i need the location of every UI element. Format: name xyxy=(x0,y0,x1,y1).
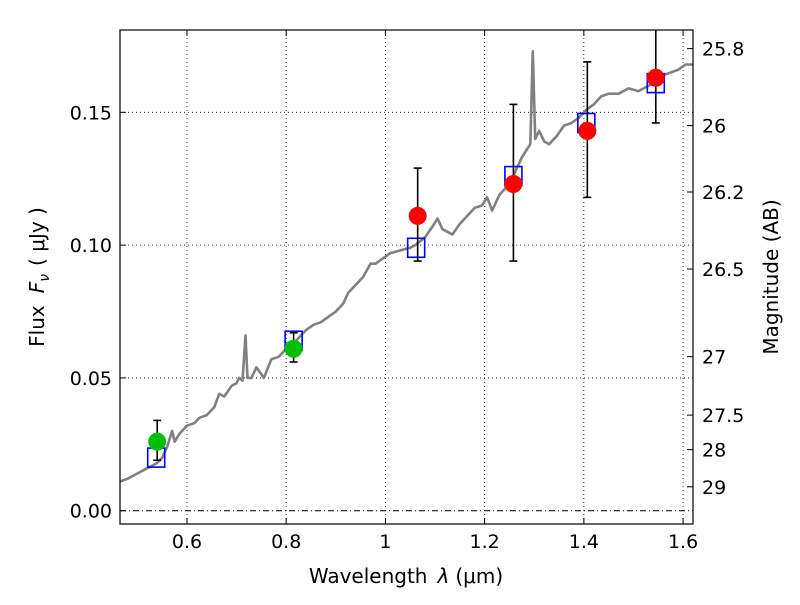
x-axis-label-unit: (μm) xyxy=(455,564,503,588)
model-spectrum-line xyxy=(120,49,693,483)
observed-point xyxy=(646,68,665,87)
x-axis-label-prefix: Wavelength xyxy=(309,564,428,588)
y-axis-label-unit: ( μJy ) xyxy=(25,207,49,266)
y2-axis-label: Magnitude (AB) xyxy=(759,199,783,354)
y-axis-label-symbol: F xyxy=(25,281,49,293)
y2-tick-label: 29 xyxy=(702,477,726,499)
x-tick-label: 1.6 xyxy=(668,531,698,553)
x-tick-label: 1 xyxy=(379,531,391,553)
x-tick-label: 1.2 xyxy=(470,531,500,553)
observed-point xyxy=(408,206,427,225)
plot-area xyxy=(120,49,693,483)
y-tick-label: 0.15 xyxy=(70,102,112,124)
observed-point xyxy=(504,175,523,194)
x-tick-label: 0.6 xyxy=(172,531,202,553)
x-axis-label-symbol: λ xyxy=(437,564,450,588)
markers xyxy=(146,30,666,468)
y-tick-label: 0.10 xyxy=(70,235,112,257)
observed-point xyxy=(148,432,167,451)
y2-tick-label: 26 xyxy=(702,116,726,138)
plot-background xyxy=(120,30,693,524)
y-tick-label: 0.00 xyxy=(70,501,112,523)
y-tick-label: 0.05 xyxy=(70,368,112,390)
y-axis-label-prefix: Flux xyxy=(25,305,49,347)
observed-point xyxy=(578,121,597,140)
y2-tick-label: 27.5 xyxy=(702,405,744,427)
observed-point xyxy=(284,339,303,358)
y-axis-label: Flux Fν ( μJy ) xyxy=(25,207,53,347)
y2-tick-label: 26.2 xyxy=(702,182,744,204)
plot-frame xyxy=(119,29,694,525)
x-axis-label: Wavelength λ (μm) xyxy=(309,564,503,588)
ticks: 0.6 0.8 1 1.2 1.4 1.6 0.00 0.05 0.10 0.15 25.8 26 26… xyxy=(70,30,744,553)
y2-tick-label: 26.5 xyxy=(702,259,744,281)
model-band-square xyxy=(406,237,426,259)
x-tick-label: 0.8 xyxy=(271,531,301,553)
y2-tick-label: 25.8 xyxy=(702,39,744,61)
y2-tick-label: 27 xyxy=(702,347,726,369)
x-tick-label: 1.4 xyxy=(569,531,599,553)
y2-tick-label: 28 xyxy=(702,440,726,462)
y-axis-label-subscript: ν xyxy=(37,274,53,282)
